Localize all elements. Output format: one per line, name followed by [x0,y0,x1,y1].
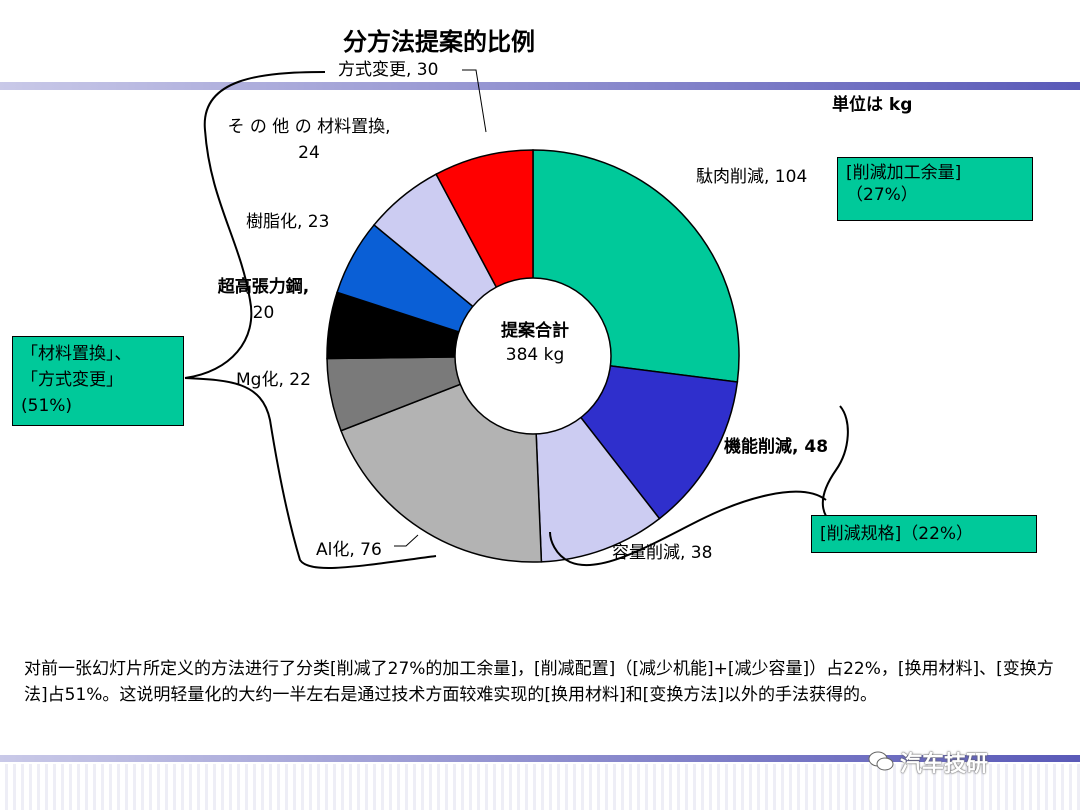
chart-title: 分方法提案的比例 [343,28,535,56]
group-box-material: 「材料置換」、 「方式変更」 (51%) [12,336,184,426]
bracket-spec-lower [549,490,827,567]
label-chokocho: 超高張力鋼, 20 [206,274,321,326]
group-box-material-line3: (51%) [21,396,73,416]
label-sonota-line2: 24 [298,143,320,163]
label-kino: 機能削減, 48 [724,437,829,457]
label-mg: Mg化, 22 [236,370,311,390]
group-box-machining-line1: [削減加工余量] [846,163,962,183]
label-sonota: そ の 他 の 材料置換, 24 [220,114,398,166]
leader-line-al [394,534,419,547]
bracket-material [184,71,326,379]
label-chokocho-line1: 超高張力鋼, [217,277,310,297]
group-box-machining-line2: （27%） [846,185,918,205]
group-box-material-line2: 「方式変更」 [21,370,123,390]
label-yoryo: 容量削減, 38 [612,543,713,563]
bracket-material-lower [184,377,437,569]
label-chokocho-line2: 20 [252,303,275,323]
top-decor-band [0,82,1080,90]
group-box-spec: [削減规格]（22%） [811,515,1037,553]
bracket-spec-upper [821,405,849,517]
leader-line-hoshiki [462,69,487,133]
watermark: 汽车技研 [900,752,989,777]
donut-hole [454,277,612,435]
label-daniku: 駄肉削減, 104 [696,167,808,187]
bottom-decor-band [0,755,1080,762]
center-total: 384 kg [505,345,565,365]
label-sonota-line1: そ の 他 の 材料置換, [227,117,391,137]
label-hoshiki: 方式変更, 30 [338,60,439,80]
unit-label: 単位は kg [832,95,913,115]
label-jushi: 樹脂化, 23 [246,212,330,232]
description-text: 对前一张幻灯片所定义的方法进行了分类[削减了27%的加工余量]，[削减配置]（[… [24,659,1054,705]
bottom-stripes [0,764,1080,810]
label-al: Al化, 76 [316,540,382,560]
wechat-icon [868,751,894,771]
center-title: 提案合計 [501,321,569,341]
group-box-machining: [削減加工余量] （27%） [837,157,1033,221]
group-box-material-line1: 「材料置換」、 [21,344,132,364]
